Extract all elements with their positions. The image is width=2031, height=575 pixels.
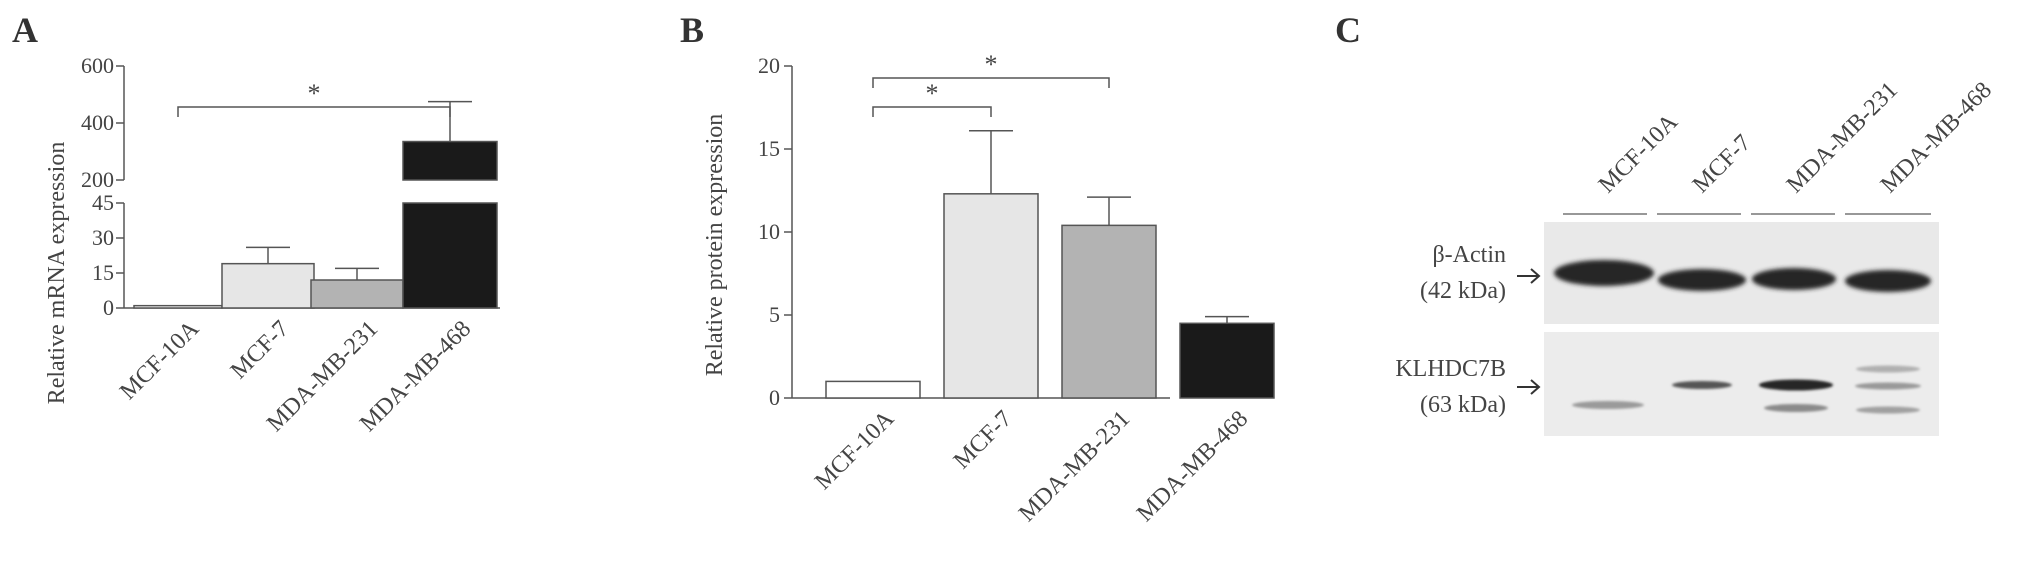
bar <box>402 202 498 309</box>
band-size-actin: (42 kDa) <box>1420 278 1506 304</box>
category-label: MCF-7 <box>949 406 1017 474</box>
y-tick-label: 20 <box>758 53 780 78</box>
significance-star: * <box>926 79 939 108</box>
significance-bracket <box>872 77 1110 88</box>
y-tick-label: 30 <box>92 225 114 250</box>
band-klhdc7b-mcf10a <box>1572 401 1644 409</box>
panel-b: B Relative protein expression 0 5 10 15 20 M… <box>680 10 1275 527</box>
panel-b-significance: ** <box>872 50 1110 117</box>
y-tick-label: 0 <box>103 295 114 320</box>
arrow-actin <box>1517 268 1541 284</box>
panel-a-bars <box>133 100 498 309</box>
category-label: MCF-10A <box>810 405 900 495</box>
band-label-actin: β-Actin <box>1432 242 1506 268</box>
band-actin-mdamb231 <box>1752 268 1836 290</box>
band-actin-mcf10a <box>1554 260 1654 286</box>
panel-b-letter: B <box>680 10 704 50</box>
band-klhdc7b-mdamb468-lower <box>1856 406 1920 414</box>
panel-c-letter: C <box>1335 10 1361 50</box>
y-tick-label: 0 <box>769 385 780 410</box>
band-actin-mdamb468 <box>1845 270 1931 292</box>
significance-star: * <box>308 79 321 108</box>
band-klhdc7b-mcf7 <box>1672 381 1732 389</box>
band-size-klhdc7b: (63 kDa) <box>1420 392 1506 418</box>
significance-bracket <box>872 106 992 117</box>
bar <box>1061 224 1157 399</box>
y-tick-label: 15 <box>92 260 114 285</box>
arrow-klhdc7b <box>1517 379 1541 395</box>
y-tick-label: 5 <box>769 302 780 327</box>
category-label: MCF-10A <box>115 315 205 405</box>
bar <box>402 140 498 181</box>
bar <box>221 262 315 309</box>
y-tick-label: 10 <box>758 219 780 244</box>
y-tick-label: 45 <box>92 190 114 215</box>
y-tick-label: 600 <box>81 53 114 78</box>
panel-a-y-axis-label: Relative mRNA expression <box>44 142 70 405</box>
band-klhdc7b-mdamb231 <box>1759 379 1833 391</box>
bar <box>1179 322 1275 399</box>
bar <box>133 304 223 309</box>
lane-label: MCF-7 <box>1688 130 1756 198</box>
bar <box>943 193 1039 399</box>
band-klhdc7b-mdamb468-upper <box>1856 365 1920 373</box>
category-label: MDA-MB-468 <box>1132 406 1253 527</box>
band-label-klhdc7b: KLHDC7B <box>1395 356 1506 382</box>
band-actin-mcf7 <box>1658 269 1746 291</box>
y-tick-label: 15 <box>758 136 780 161</box>
klhdc7b-blot <box>1544 332 1939 436</box>
category-label: MCF-7 <box>226 316 294 384</box>
band-klhdc7b-mdamb231-lower <box>1764 404 1828 412</box>
bar <box>310 279 404 309</box>
panel-a-letter: A <box>12 10 38 50</box>
panel-b-bars <box>825 129 1275 399</box>
significance-bracket <box>177 106 451 117</box>
lane-label: MCF-10A <box>1594 109 1684 199</box>
y-tick-label: 200 <box>81 167 114 192</box>
beta-actin-blot <box>1544 222 1939 324</box>
band-klhdc7b-mdamb468 <box>1855 382 1921 390</box>
significance-star: * <box>985 50 998 79</box>
category-label: MDA-MB-231 <box>1014 406 1135 527</box>
panel-b-y-axis-label: Relative protein expression <box>702 114 728 377</box>
y-tick-label: 400 <box>81 110 114 135</box>
bar <box>825 380 921 399</box>
panel-a-significance: * <box>177 79 451 117</box>
